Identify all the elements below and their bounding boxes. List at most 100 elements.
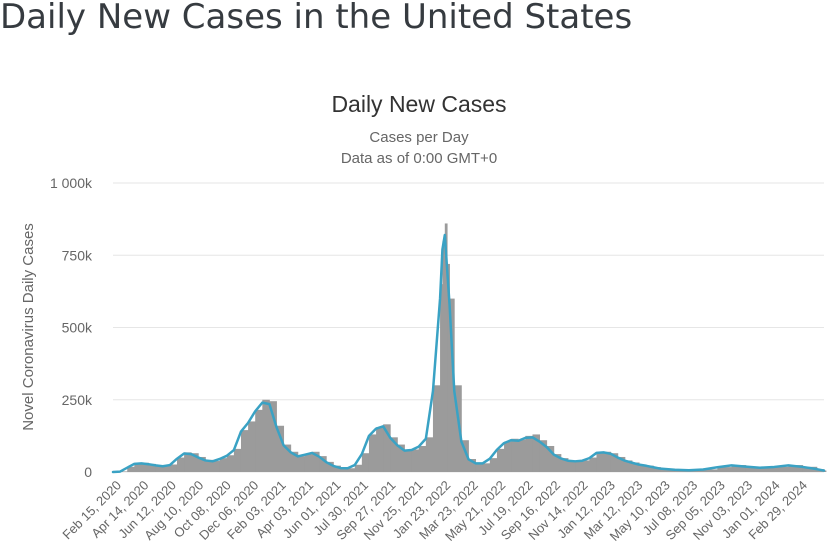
- bar-48: [444, 223, 448, 472]
- bar-90: [802, 466, 818, 472]
- bar-21: [262, 399, 270, 472]
- bar-52: [461, 440, 469, 472]
- bar-49: [447, 263, 450, 472]
- bar-68: [575, 461, 583, 472]
- bar-43: [418, 445, 427, 472]
- bar-44: [425, 437, 434, 472]
- bar-38: [383, 424, 391, 472]
- bar-5: [148, 463, 157, 472]
- bars-series: [120, 223, 827, 473]
- y-axis-ticks: 0 250k 500k 750k 1 000k: [50, 175, 93, 480]
- bar-4: [141, 462, 149, 472]
- bar-37: [376, 427, 384, 472]
- bar-22: [269, 401, 277, 472]
- bar-78: [646, 465, 654, 472]
- bar-34: [354, 464, 363, 472]
- bar-9: [176, 457, 185, 472]
- bar-35: [361, 453, 370, 472]
- bar-76: [632, 462, 640, 472]
- bar-74: [617, 456, 626, 472]
- bar-26: [297, 456, 306, 472]
- chart-title: Daily New Cases: [331, 91, 506, 117]
- bar-33: [347, 468, 356, 472]
- bar-46: [440, 284, 443, 472]
- bar-64: [546, 445, 555, 472]
- bar-54: [475, 463, 484, 472]
- bar-57: [496, 448, 505, 472]
- bar-8: [169, 464, 178, 472]
- bar-72: [603, 451, 612, 472]
- bar-24: [283, 444, 292, 472]
- bar-28: [312, 451, 320, 472]
- bar-42: [411, 449, 420, 472]
- bar-1: [120, 471, 128, 472]
- bar-15: [219, 458, 228, 472]
- bar-70: [589, 457, 597, 472]
- bar-92: [824, 470, 827, 472]
- bar-79: [653, 467, 661, 472]
- bar-63: [539, 440, 548, 472]
- bar-75: [624, 460, 633, 472]
- bar-45: [432, 385, 441, 472]
- bar-13: [205, 459, 213, 472]
- bar-59: [511, 438, 519, 472]
- bar-61: [525, 435, 533, 473]
- bar-56: [489, 458, 498, 472]
- bar-17: [233, 448, 242, 472]
- bar-32: [340, 467, 349, 472]
- moving-average-series: [111, 233, 826, 474]
- bar-85: [731, 465, 747, 472]
- bar-62: [532, 434, 540, 472]
- bar-67: [568, 460, 576, 472]
- bar-18: [240, 430, 249, 472]
- bar-77: [639, 464, 647, 472]
- y-tick-label-1: 250k: [62, 392, 93, 408]
- chart-subtitle-line-1: Cases per Day: [369, 129, 469, 146]
- bar-58: [504, 441, 512, 472]
- bar-20: [255, 409, 263, 472]
- bar-16: [226, 455, 235, 472]
- bar-3: [134, 463, 142, 472]
- bar-87: [760, 467, 775, 472]
- chart-subtitle-line-2: Data as of 0:00 GMT+0: [341, 150, 497, 167]
- bar-82: [688, 470, 704, 472]
- bar-36: [368, 434, 377, 472]
- page-title: Daily New Cases in the United States: [0, 0, 633, 37]
- bar-86: [745, 466, 761, 472]
- bar-25: [290, 451, 299, 472]
- bar-6: [155, 465, 164, 472]
- y-tick-label-3: 750k: [62, 247, 93, 263]
- bar-40: [397, 444, 405, 472]
- bar-66: [560, 458, 569, 472]
- bar-12: [198, 456, 206, 472]
- bar-31: [333, 465, 341, 472]
- gridlines: [113, 182, 824, 473]
- bar-11: [191, 453, 199, 472]
- bar-41: [404, 450, 413, 472]
- bar-71: [596, 452, 604, 472]
- bar-73: [610, 453, 619, 472]
- bar-83: [703, 469, 718, 472]
- bar-84: [717, 467, 732, 472]
- bar-14: [212, 461, 221, 472]
- bar-88: [774, 466, 789, 472]
- moving-average-line: [111, 233, 826, 474]
- bar-19: [248, 421, 256, 472]
- bar-53: [468, 459, 477, 472]
- y-tick-label-2: 500k: [62, 320, 93, 336]
- bar-65: [553, 454, 562, 472]
- y-tick-label-4: 1 000k: [50, 175, 93, 191]
- bar-27: [304, 454, 313, 472]
- y-axis-label: Novel Coronavirus Daily Cases: [20, 223, 37, 431]
- bar-89: [788, 465, 804, 472]
- bar-2: [127, 466, 135, 472]
- bar-29: [319, 456, 327, 472]
- bar-69: [582, 460, 590, 472]
- y-tick-label-0: 0: [84, 464, 92, 480]
- bar-50: [449, 298, 455, 472]
- bar-23: [276, 425, 285, 472]
- bar-47: [442, 240, 446, 472]
- bar-10: [184, 452, 192, 472]
